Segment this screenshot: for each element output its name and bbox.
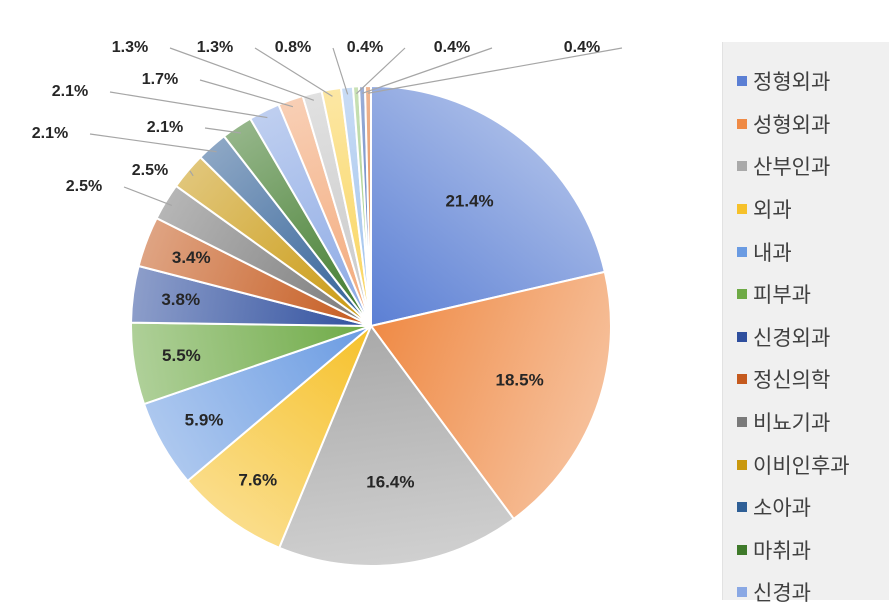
pie-chart: 21.4% 18.5% 16.4% 7.6% 5.9% 5.5% 3.8% 3.4% 2.5% 2… xyxy=(32,39,889,605)
leader-line xyxy=(362,47,493,94)
data-label: 0.4% xyxy=(347,39,383,56)
legend-label: 정신의학 xyxy=(753,368,831,393)
legend-label: 마취과 xyxy=(753,538,811,563)
legend-item: 신경과 xyxy=(737,571,889,614)
legend-label: 성형외과 xyxy=(753,112,831,137)
leader-line xyxy=(367,47,623,94)
data-label: 5.9% xyxy=(185,410,224,429)
data-label: 16.4% xyxy=(366,473,414,492)
legend-swatch xyxy=(737,289,747,300)
leader-line xyxy=(109,91,268,119)
legend-swatch xyxy=(737,246,747,257)
data-label: 1.3% xyxy=(197,39,233,56)
pie-chart-svg: 21.4% 18.5% 16.4% 7.6% 5.9% 5.5% 3.8% 3.4% 2.5% 2… xyxy=(32,39,623,567)
legend-swatch xyxy=(737,544,747,555)
leader-line xyxy=(254,47,333,97)
legend-label: 내과 xyxy=(753,240,792,265)
leader-line xyxy=(199,79,294,108)
leader-line xyxy=(169,47,315,101)
legend-swatch xyxy=(737,587,747,598)
data-label: 0.4% xyxy=(434,39,470,56)
pie-slices xyxy=(130,84,612,567)
leader-line xyxy=(332,47,349,95)
data-label: 2.1% xyxy=(32,125,68,142)
data-labels: 21.4% 18.5% 16.4% 7.6% 5.9% 5.5% 3.8% 3.4% 2.5% 2… xyxy=(32,39,600,491)
leader-line xyxy=(189,170,194,177)
legend-item: 이비인후과 xyxy=(737,443,889,486)
leader-line xyxy=(123,186,173,206)
legend-swatch xyxy=(737,76,747,87)
legend-label: 비뇨기과 xyxy=(753,411,831,436)
data-label: 1.3% xyxy=(112,39,148,56)
data-label: 3.4% xyxy=(172,248,211,267)
data-label: 2.1% xyxy=(147,119,183,136)
legend-swatch xyxy=(737,417,747,428)
legend-label: 산부인과 xyxy=(753,155,831,180)
legend-item: 정신의학 xyxy=(737,358,889,401)
legend-label: 소아과 xyxy=(753,496,811,521)
legend-item: 마취과 xyxy=(737,529,889,572)
pie-slice xyxy=(277,323,516,567)
leader-line xyxy=(204,127,241,134)
pie-slice xyxy=(369,270,612,521)
data-label: 0.4% xyxy=(564,39,600,56)
legend-label: 신경외과 xyxy=(753,325,831,350)
legend-swatch xyxy=(737,459,747,470)
legend-item: 피부과 xyxy=(737,273,889,316)
data-label: 18.5% xyxy=(496,370,544,389)
leader-line xyxy=(355,47,406,95)
data-label: 3.8% xyxy=(161,290,200,309)
legend-swatch xyxy=(737,502,747,513)
legend-item: 외과 xyxy=(737,188,889,231)
data-label: 2.5% xyxy=(66,178,102,195)
legend-item: 신경외과 xyxy=(737,316,889,359)
legend-item: 성형외과 xyxy=(737,103,889,146)
legend-swatch xyxy=(737,161,747,172)
legend-label: 신경과 xyxy=(753,581,811,606)
legend-label: 피부과 xyxy=(753,283,811,308)
data-label: 5.5% xyxy=(162,346,201,365)
legend-swatch xyxy=(737,374,747,385)
legend-swatch xyxy=(737,118,747,129)
data-label: 2.5% xyxy=(132,162,168,179)
legend-item: 내과 xyxy=(737,230,889,273)
pie-slice xyxy=(370,84,607,328)
leader-lines xyxy=(89,47,623,206)
legend-label: 외과 xyxy=(753,198,792,223)
data-label: 21.4% xyxy=(445,191,493,210)
pie-slice xyxy=(186,325,372,550)
legend-label: 정형외과 xyxy=(753,70,831,95)
legend-item: 소아과 xyxy=(737,486,889,529)
leader-line xyxy=(89,133,217,153)
data-label: 1.7% xyxy=(142,71,178,88)
data-label: 7.6% xyxy=(238,471,277,490)
data-label: 2.1% xyxy=(52,83,88,100)
legend-swatch xyxy=(737,204,747,215)
legend-item: 정형외과 xyxy=(737,60,889,103)
legend-label: 이비인후과 xyxy=(753,453,850,478)
legend-item: 비뇨기과 xyxy=(737,401,889,444)
data-label: 0.8% xyxy=(275,39,311,56)
legend-swatch xyxy=(737,331,747,342)
legend-item: 산부인과 xyxy=(737,145,889,188)
